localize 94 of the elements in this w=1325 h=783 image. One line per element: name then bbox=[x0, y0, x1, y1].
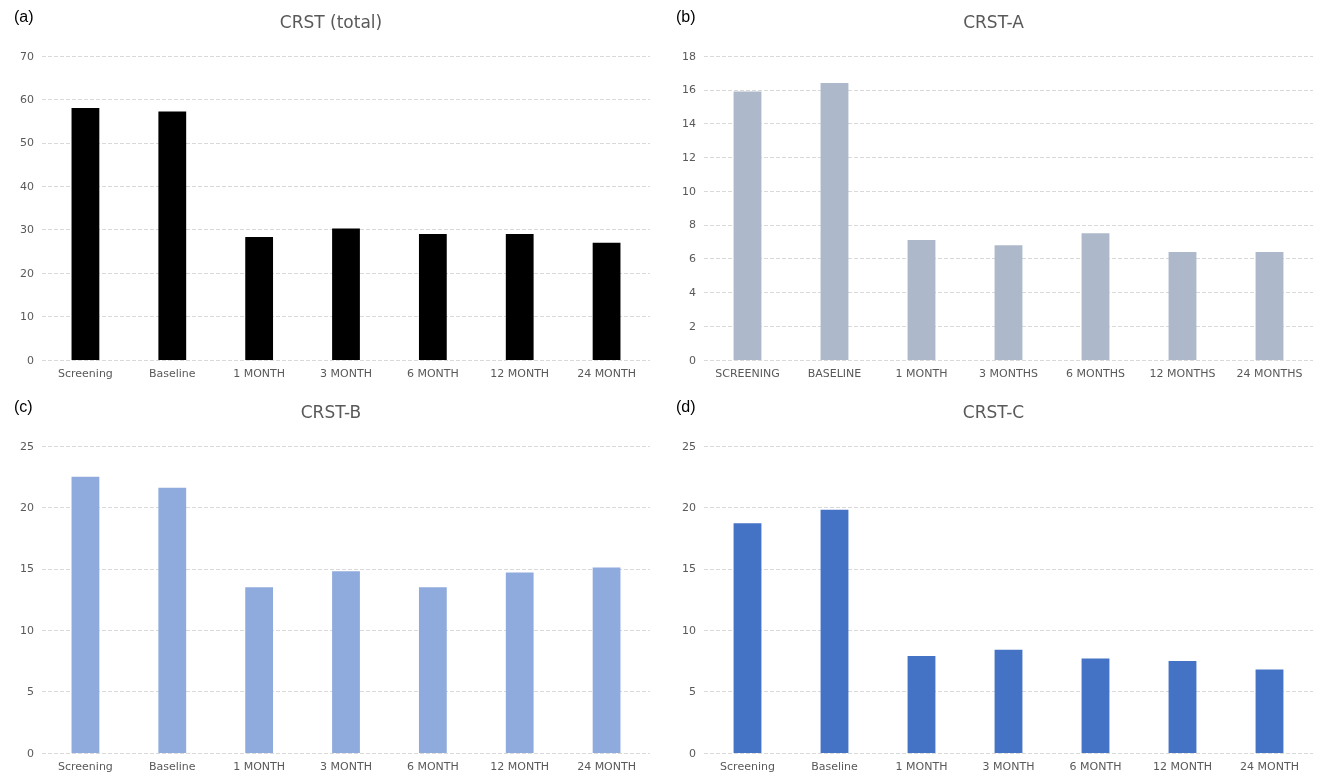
x-tick-label: 12 MONTHS bbox=[1149, 367, 1216, 380]
y-tick-label: 10 bbox=[682, 623, 696, 637]
x-tick-label: Screening bbox=[720, 760, 775, 773]
bar bbox=[1168, 251, 1197, 360]
chart-title: CRST-C bbox=[962, 401, 1025, 422]
text: (b) bbox=[676, 7, 696, 25]
y-tick-label: 18 bbox=[682, 49, 696, 63]
bar bbox=[907, 240, 936, 360]
text: (a) bbox=[14, 7, 34, 25]
bar bbox=[418, 234, 447, 360]
bar bbox=[71, 476, 100, 753]
bar bbox=[994, 649, 1023, 753]
bar bbox=[71, 108, 100, 360]
y-tick-label: 25 bbox=[682, 439, 696, 453]
x-tick-label: 12 MONTH bbox=[490, 760, 550, 773]
x-tick-label: 6 MONTH bbox=[406, 760, 459, 773]
bar bbox=[907, 655, 936, 753]
bar bbox=[158, 111, 187, 360]
x-tick-label: Baseline bbox=[148, 367, 196, 380]
x-tick-label: SCREENING bbox=[715, 367, 780, 380]
bar bbox=[332, 228, 360, 360]
y-tick-label: 15 bbox=[682, 562, 696, 576]
x-tick-label: BASELINE bbox=[807, 367, 862, 380]
x-tick-label: 1 MONTH bbox=[233, 367, 286, 380]
x-tick-label: Screening bbox=[58, 367, 113, 380]
x-tick-label: 3 MONTHS bbox=[979, 367, 1038, 380]
y-tick-label: 0 bbox=[27, 746, 34, 760]
y-tick-label: 14 bbox=[682, 117, 696, 131]
bar bbox=[733, 523, 762, 753]
bar bbox=[418, 587, 447, 753]
y-tick-label: 10 bbox=[20, 310, 34, 324]
y-tick-label: 8 bbox=[689, 218, 696, 232]
y-tick-label: 5 bbox=[689, 685, 696, 699]
x-tick-label: 12 MONTH bbox=[490, 367, 550, 380]
x-tick-label: 24 MONTHS bbox=[1236, 367, 1303, 380]
x-tick-label: 6 MONTH bbox=[1069, 760, 1122, 773]
x-tick-label: Baseline bbox=[148, 760, 196, 773]
x-tick-label: 1 MONTH bbox=[895, 367, 948, 380]
y-tick-label: 20 bbox=[682, 500, 696, 514]
y-tick-label: 30 bbox=[20, 223, 34, 237]
y-tick-label: 20 bbox=[20, 500, 34, 514]
bar bbox=[1255, 251, 1284, 360]
x-tick-label: 3 MONTH bbox=[320, 760, 372, 773]
bar bbox=[1081, 233, 1110, 360]
x-tick-label: 3 MONTH bbox=[982, 760, 1035, 773]
bar bbox=[592, 567, 621, 753]
bar bbox=[245, 237, 274, 360]
chart-title: CRST-B bbox=[300, 401, 362, 422]
y-tick-label: 4 bbox=[689, 285, 696, 299]
bar bbox=[1255, 669, 1284, 753]
x-tick-label: 24 MONTH bbox=[577, 367, 637, 380]
y-tick-label: 0 bbox=[689, 353, 696, 367]
bar bbox=[158, 487, 187, 753]
text: (c) bbox=[14, 397, 33, 415]
x-tick-label: 1 MONTH bbox=[233, 760, 286, 773]
chart-title: CRST (total) bbox=[279, 11, 383, 32]
chart-title: CRST-A bbox=[963, 11, 1025, 32]
x-tick-label: 24 MONTH bbox=[577, 760, 637, 773]
y-tick-label: 10 bbox=[682, 184, 696, 198]
x-tick-label: 12 MONTH bbox=[1153, 760, 1212, 773]
bar bbox=[1168, 660, 1197, 753]
y-tick-label: 50 bbox=[20, 136, 34, 150]
bar bbox=[1081, 658, 1110, 753]
text: (d) bbox=[676, 397, 696, 415]
bar bbox=[733, 91, 762, 360]
y-tick-label: 0 bbox=[27, 353, 34, 367]
x-tick-label: 1 MONTH bbox=[895, 760, 948, 773]
y-tick-label: 16 bbox=[682, 83, 696, 97]
y-tick-label: 15 bbox=[20, 562, 34, 576]
x-tick-label: Screening bbox=[58, 760, 113, 773]
y-tick-label: 2 bbox=[689, 319, 696, 333]
y-tick-label: 40 bbox=[20, 179, 34, 193]
bar bbox=[505, 234, 534, 360]
bar bbox=[820, 83, 849, 360]
x-tick-label: 24 MONTH bbox=[1240, 760, 1299, 773]
x-tick-label: Baseline bbox=[811, 760, 859, 773]
bar bbox=[245, 587, 274, 753]
y-tick-label: 25 bbox=[20, 439, 34, 453]
bar bbox=[994, 245, 1023, 360]
y-tick-label: 5 bbox=[27, 685, 34, 699]
bar bbox=[592, 242, 621, 360]
x-tick-label: 6 MONTHS bbox=[1066, 367, 1125, 380]
y-tick-label: 70 bbox=[20, 49, 34, 63]
y-tick-label: 20 bbox=[20, 266, 34, 280]
y-tick-label: 12 bbox=[682, 150, 696, 164]
y-tick-label: 60 bbox=[20, 92, 34, 106]
bar bbox=[332, 571, 360, 753]
y-tick-label: 0 bbox=[689, 746, 696, 760]
y-tick-label: 6 bbox=[689, 252, 696, 266]
bar bbox=[820, 509, 849, 753]
bar bbox=[505, 572, 534, 753]
x-tick-label: 3 MONTH bbox=[320, 367, 372, 380]
y-tick-label: 10 bbox=[20, 623, 34, 637]
x-tick-label: 6 MONTH bbox=[406, 367, 459, 380]
